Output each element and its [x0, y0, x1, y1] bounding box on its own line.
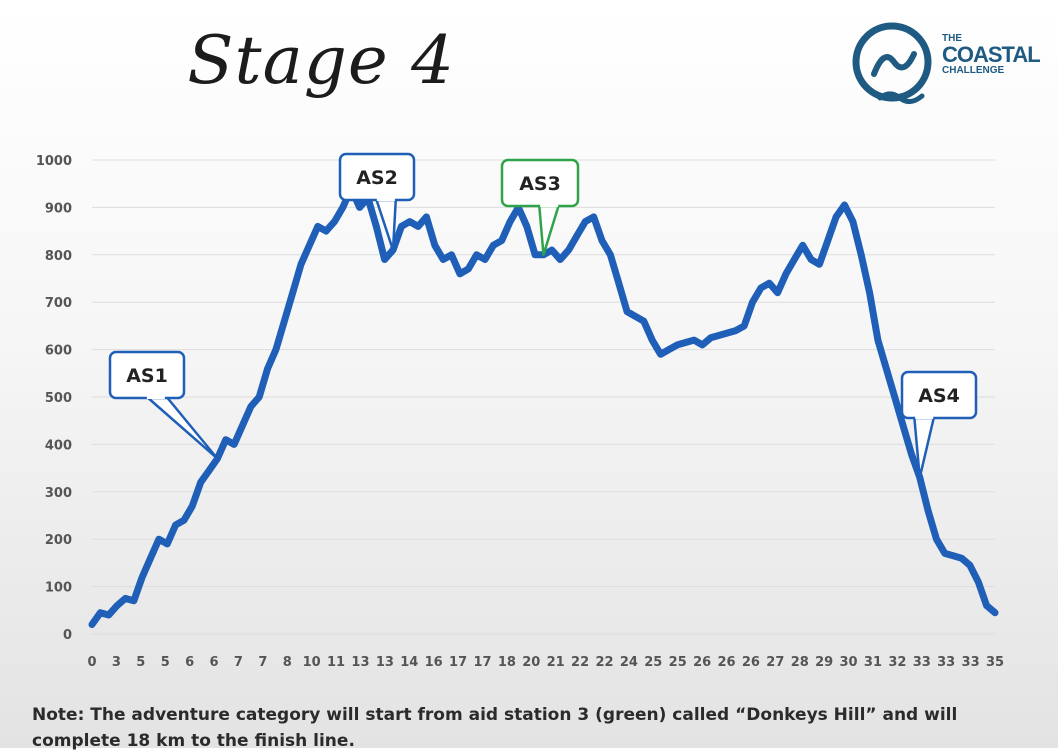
x-tick-label: 0	[87, 655, 96, 670]
x-tick-label: 30	[840, 655, 858, 670]
callout-as3: AS3	[500, 158, 580, 257]
y-tick-label: 500	[45, 391, 72, 406]
callout-label: AS4	[918, 385, 960, 407]
callout-box	[900, 370, 978, 420]
logo-line-3: CHALLENGE	[942, 65, 1005, 76]
y-tick-label: 700	[45, 296, 72, 311]
y-tick-label: 800	[45, 249, 72, 264]
callout-label: AS3	[519, 173, 561, 195]
wave-logo-icon	[852, 22, 932, 104]
x-tick-label: 13	[376, 655, 394, 670]
x-tick-label: 13	[351, 655, 369, 670]
x-tick-label: 5	[136, 655, 145, 670]
x-tick-label: 11	[327, 655, 345, 670]
coastal-challenge-logo: THE COASTAL CHALLENGE	[850, 18, 1041, 110]
logo-wordmark: THE COASTAL CHALLENGE	[942, 33, 1041, 76]
x-tick-label: 26	[717, 655, 735, 670]
y-axis: 0 100 200 300 400 500 600 700 800 900 1000	[36, 154, 72, 643]
x-tick-label: 20	[522, 655, 540, 670]
callout-box	[500, 158, 580, 208]
x-tick-label: 6	[185, 655, 194, 670]
x-tick-label: 14	[400, 655, 418, 670]
x-tick-label: 7	[234, 655, 243, 670]
x-tick-label: 18	[498, 655, 516, 670]
x-tick-label: 27	[766, 655, 784, 670]
x-axis: 0 3 5 5 6 6 7 7 8 10 11 13 13 14 16 17 17 18 20 21 22 22 24 25 2…	[87, 655, 1004, 670]
callout-pointer	[144, 394, 219, 460]
x-tick-label: 16	[425, 655, 443, 670]
callout-joint	[146, 394, 165, 399]
logo-line-1: THE	[942, 33, 962, 44]
x-tick-label: 25	[644, 655, 662, 670]
y-tick-label: 400	[45, 438, 72, 453]
x-tick-label: 26	[742, 655, 760, 670]
footnote: Note: The adventure category will start …	[32, 705, 958, 751]
callout-as4: AS4	[900, 370, 978, 479]
callout-joint	[376, 196, 395, 201]
x-tick-label: 22	[571, 655, 589, 670]
x-tick-label: 21	[547, 655, 565, 670]
x-tick-label: 33	[937, 655, 955, 670]
y-tick-label: 100	[45, 581, 72, 596]
y-tick-label: 200	[45, 533, 72, 548]
y-tick-label: 900	[45, 201, 72, 216]
callout-as1: AS1	[108, 350, 219, 460]
x-tick-label: 35	[986, 655, 1004, 670]
x-tick-label: 17	[449, 655, 467, 670]
y-tick-label: 600	[45, 344, 72, 359]
callout-joint	[540, 202, 559, 207]
aid-station-callouts: AS1 AS2 AS3 AS4	[108, 152, 978, 479]
x-tick-label: 8	[283, 655, 292, 670]
x-tick-label: 33	[962, 655, 980, 670]
callout-label: AS2	[356, 167, 398, 189]
x-tick-label: 31	[864, 655, 882, 670]
callout-label: AS1	[126, 365, 168, 387]
x-tick-label: 33	[913, 655, 931, 670]
x-tick-label: 5	[161, 655, 170, 670]
x-tick-label: 3	[112, 655, 121, 670]
x-tick-label: 22	[595, 655, 613, 670]
x-tick-label: 32	[888, 655, 906, 670]
x-tick-label: 29	[815, 655, 833, 670]
y-tick-label: 0	[63, 628, 72, 643]
x-tick-label: 10	[303, 655, 321, 670]
x-tick-label: 25	[669, 655, 687, 670]
x-tick-label: 6	[210, 655, 219, 670]
callout-pointer	[537, 202, 561, 257]
x-tick-label: 17	[473, 655, 491, 670]
x-tick-label: 26	[693, 655, 711, 670]
x-tick-label: 28	[791, 655, 809, 670]
callout-as2: AS2	[338, 152, 416, 252]
y-tick-label: 300	[45, 486, 72, 501]
x-tick-label: 24	[620, 655, 638, 670]
page-title: Stage 4	[187, 22, 455, 99]
y-tick-label: 1000	[36, 154, 72, 169]
logo-line-2: COASTAL	[942, 42, 1041, 67]
x-tick-label: 7	[258, 655, 267, 670]
callout-joint	[915, 414, 934, 419]
